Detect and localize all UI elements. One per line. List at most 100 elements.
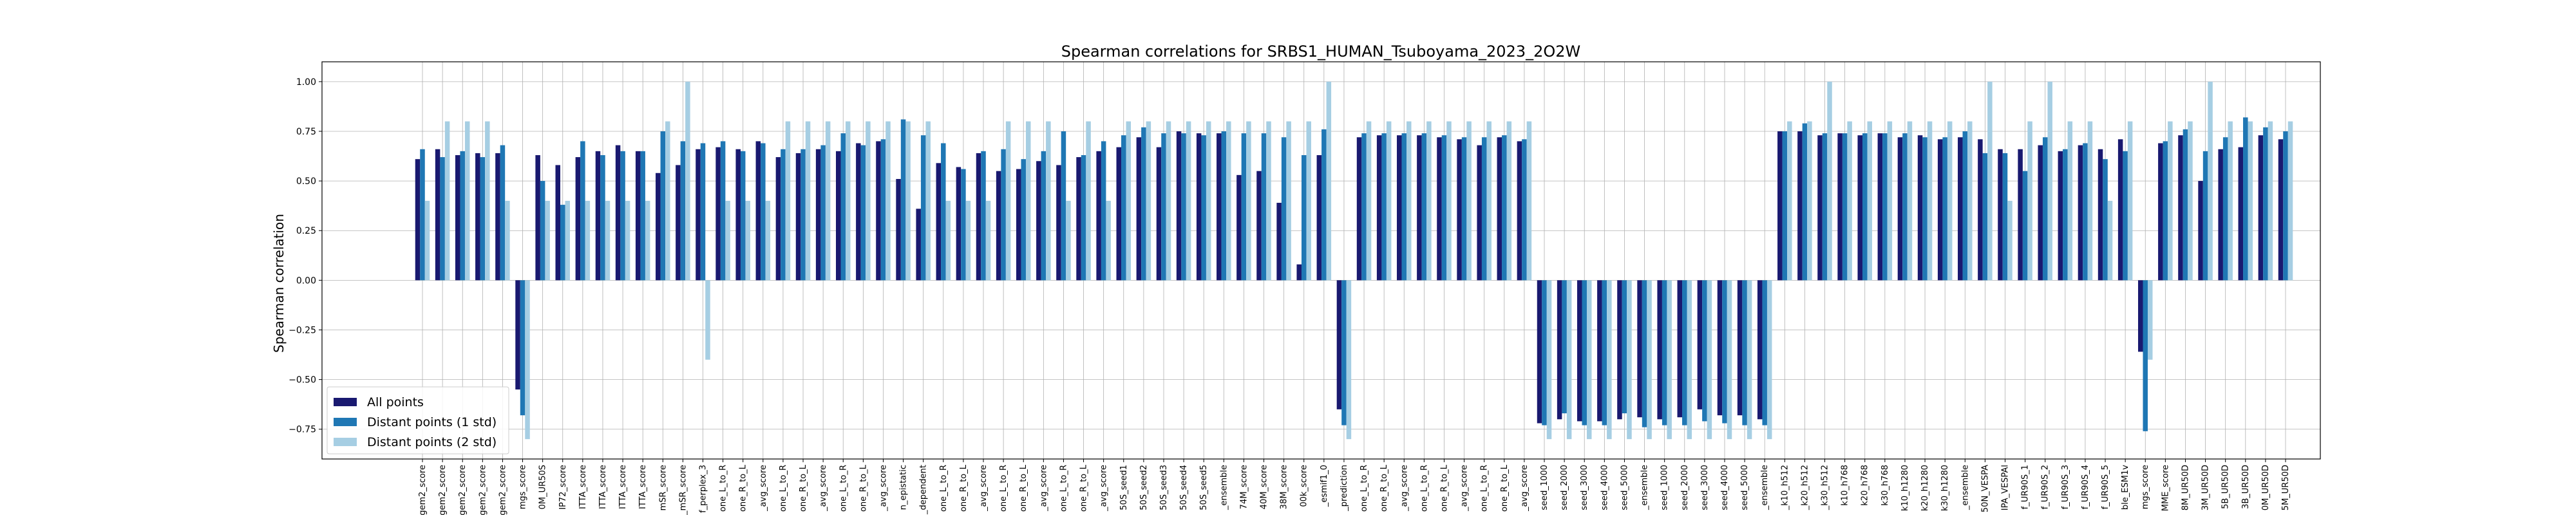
bar-series-2 xyxy=(920,135,926,281)
bar-series-1 xyxy=(1096,151,1101,281)
bar-series-3 xyxy=(1747,280,1752,440)
bar-series-1 xyxy=(1116,147,1122,281)
bar-series-3 xyxy=(1526,121,1532,281)
bar-series-3 xyxy=(1166,121,1171,281)
bar-series-1 xyxy=(656,173,661,281)
bar-series-3 xyxy=(2127,121,2133,281)
bar-series-3 xyxy=(2208,81,2213,281)
bar-series-3 xyxy=(1246,121,1251,281)
x-tick-label: one_L_to_R xyxy=(1059,465,1068,512)
bar-series-3 xyxy=(2007,200,2012,281)
x-tick-label: mgs_score xyxy=(2141,465,2150,509)
bar-series-2 xyxy=(1021,159,1026,281)
x-tick-label: ITTA_score xyxy=(578,465,588,509)
bar-series-2 xyxy=(1582,280,1587,426)
bar-series-3 xyxy=(2147,280,2153,360)
bar-series-3 xyxy=(1326,81,1332,281)
bar-series-2 xyxy=(2002,153,2008,281)
x-tick-label: 5M_UR50D xyxy=(2281,465,2291,510)
bar-series-2 xyxy=(2183,129,2188,281)
x-tick-label: f_UR90S_4 xyxy=(2081,465,2090,509)
x-tick-label: f_UR90S_3 xyxy=(2061,465,2070,509)
bar-series-3 xyxy=(505,200,510,281)
bar-series-3 xyxy=(625,200,630,281)
x-tick-label: seed_2000 xyxy=(1560,465,1569,510)
bar-series-1 xyxy=(1817,135,1823,281)
bar-series-1 xyxy=(2078,145,2083,281)
bar-series-1 xyxy=(1036,161,1041,281)
x-tick-label: one_L_to_R xyxy=(939,465,949,512)
bar-series-1 xyxy=(515,280,520,390)
bar-series-3 xyxy=(1627,280,1632,440)
bar-series-2 xyxy=(680,141,686,281)
legend-swatch-all-points xyxy=(334,398,357,406)
bar-series-2 xyxy=(640,151,645,281)
bar-series-1 xyxy=(2058,151,2063,281)
bar-series-2 xyxy=(1041,151,1046,281)
bar-series-3 xyxy=(1867,121,1872,281)
x-tick-label: _prediction xyxy=(1340,465,1349,512)
bar-series-1 xyxy=(1557,280,1562,420)
bar-series-3 xyxy=(2047,81,2052,281)
x-tick-label: one_L_to_R xyxy=(1419,465,1429,512)
bar-series-2 xyxy=(1902,133,1908,281)
bar-series-3 xyxy=(2228,121,2233,281)
bar-series-3 xyxy=(886,121,891,281)
x-tick-label: mgs_score xyxy=(518,465,528,509)
bar-series-1 xyxy=(1998,149,2003,281)
bar-series-3 xyxy=(1707,280,1712,440)
bar-series-3 xyxy=(866,121,871,281)
bar-series-3 xyxy=(545,200,550,281)
bar-series-2 xyxy=(1922,137,1927,281)
bar-series-3 xyxy=(1727,280,1732,440)
bar-series-1 xyxy=(1617,280,1622,420)
bar-series-1 xyxy=(2018,149,2023,281)
bar-series-3 xyxy=(1086,121,1091,281)
bar-series-1 xyxy=(1016,169,1021,281)
bar-series-2 xyxy=(1461,137,1467,281)
bar-series-1 xyxy=(775,157,781,281)
bar-series-1 xyxy=(435,149,440,281)
bar-series-2 xyxy=(1301,154,1307,281)
bar-series-3 xyxy=(1346,280,1352,440)
bar-series-1 xyxy=(1517,141,1522,281)
x-tick-label: f_UR90S_5 xyxy=(2101,465,2110,509)
x-tick-label: 3B_UR50D xyxy=(2241,465,2251,509)
bar-series-1 xyxy=(735,149,741,281)
x-tick-label: 00k_score xyxy=(1300,465,1309,507)
bar-series-2 xyxy=(2123,151,2128,281)
bar-series-2 xyxy=(1622,280,1627,414)
bar-series-1 xyxy=(936,163,942,281)
bar-series-3 xyxy=(1787,121,1792,281)
bar-series-3 xyxy=(925,121,931,281)
bar-series-2 xyxy=(1862,133,1868,281)
bar-series-2 xyxy=(1822,133,1828,281)
x-tick-label: mSR_score xyxy=(658,465,668,510)
bar-series-1 xyxy=(1056,165,1061,281)
bar-series-3 xyxy=(1286,121,1291,281)
bar-series-3 xyxy=(1426,121,1432,281)
bar-series-1 xyxy=(2158,143,2163,281)
legend-swatch-distant-2std xyxy=(334,438,357,446)
bar-series-2 xyxy=(1942,137,1947,281)
bar-series-3 xyxy=(1586,280,1592,440)
x-tick-label: _avg_score xyxy=(819,465,828,512)
bar-series-2 xyxy=(1061,131,1066,281)
bar-series-3 xyxy=(2067,121,2073,281)
bar-series-1 xyxy=(1697,280,1703,409)
x-tick-label: 0M_UR50D xyxy=(2261,465,2271,510)
bar-series-1 xyxy=(2278,139,2284,281)
bar-series-3 xyxy=(2287,121,2293,281)
bar-series-1 xyxy=(1637,280,1642,418)
bar-series-3 xyxy=(1005,121,1011,281)
x-tick-label: 38M_score xyxy=(1280,465,1289,509)
bar-series-3 xyxy=(1506,121,1512,281)
bar-series-2 xyxy=(1141,127,1146,281)
bar-series-3 xyxy=(1046,121,1051,281)
x-tick-label: _ensemble xyxy=(1760,465,1770,510)
bar-series-1 xyxy=(1857,135,1862,281)
bar-series-1 xyxy=(455,154,460,281)
bar-series-3 xyxy=(1066,200,1071,281)
bar-series-3 xyxy=(1146,121,1151,281)
x-tick-label: 40M_score xyxy=(1260,465,1269,509)
